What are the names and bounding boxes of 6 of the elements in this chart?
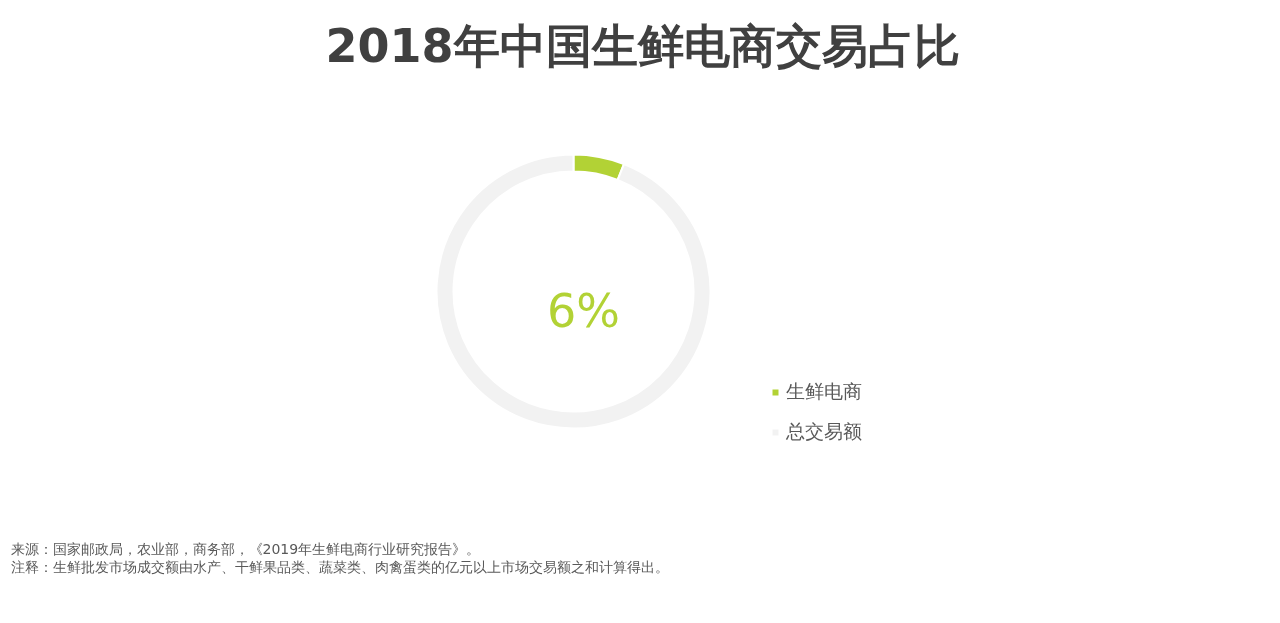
source-note: 来源：国家邮政局，农业部，商务部，《2019年生鲜电商行业研究报告》。 xyxy=(10,540,481,557)
legend-label: 总交易额 xyxy=(786,419,862,444)
chart-title: 2018年中国生鲜电商交易占比 xyxy=(325,18,960,73)
text: 注释：生鲜批发市场成交额由水产、干鲜果品类、蔬菜类、肉禽蛋类的亿元以上市场交易额之和计算得出。 xyxy=(10,558,669,575)
legend-label: 生鲜电商 xyxy=(786,379,862,404)
text: 6% xyxy=(547,283,620,338)
